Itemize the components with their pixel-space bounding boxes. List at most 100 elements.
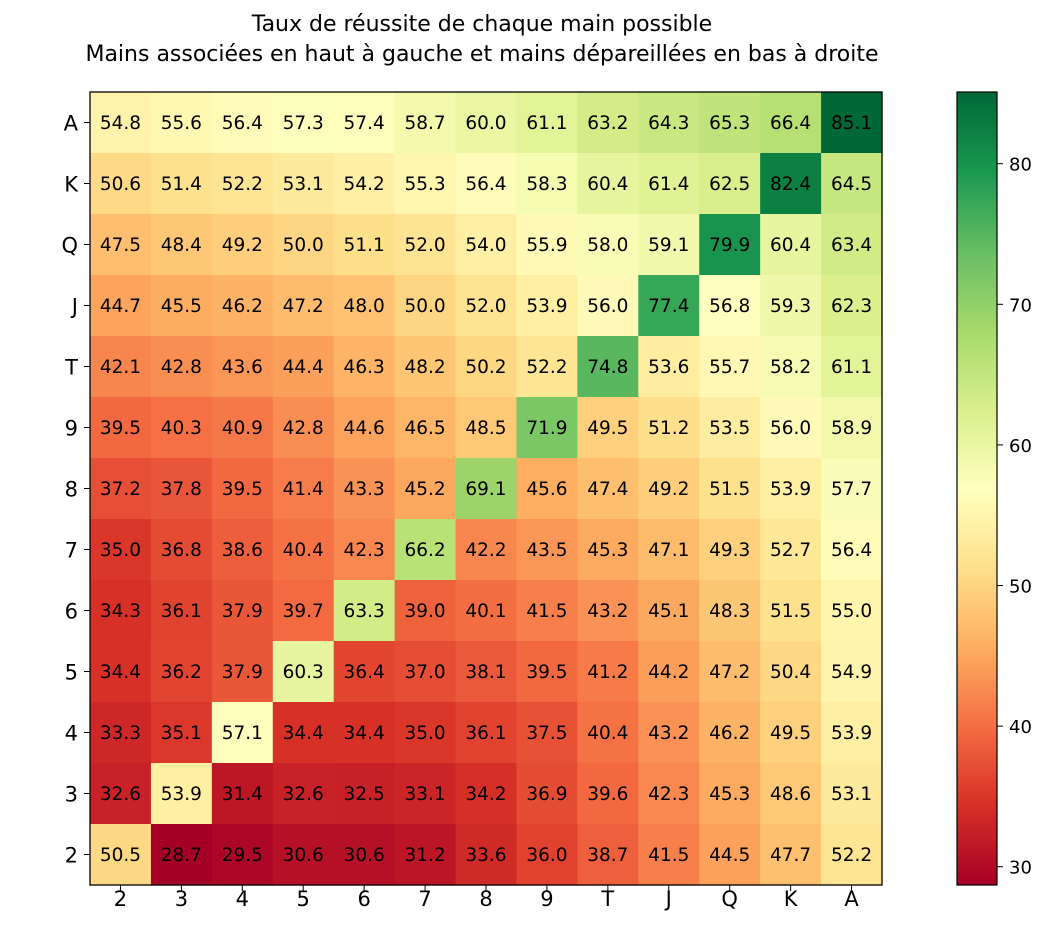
x-tick-label: 3 <box>175 887 188 911</box>
y-tick-label: 7 <box>65 539 78 563</box>
cell-value-2-2: 50.5 <box>100 845 141 866</box>
cell-value-J-7: 50.0 <box>404 296 445 317</box>
heatmap-cell-J-5 <box>272 275 335 337</box>
heatmap-cell-6-2 <box>90 580 152 642</box>
heatmap-cell-7-2 <box>90 519 152 581</box>
cell-value-2-9: 36.0 <box>526 845 567 866</box>
cell-value-K-6: 54.2 <box>344 174 385 195</box>
cell-value-7-2: 35.0 <box>100 540 141 561</box>
heatmap-cell-6-6 <box>333 580 396 642</box>
cell-value-7-Q: 49.3 <box>709 540 750 561</box>
cell-value-6-4: 37.9 <box>222 601 263 622</box>
cell-value-3-9: 36.9 <box>526 784 567 805</box>
cell-value-K-J: 61.4 <box>648 174 689 195</box>
heatmap-cell-7-6 <box>333 519 396 581</box>
cell-value-4-4: 57.1 <box>222 723 263 744</box>
cell-value-J-Q: 56.8 <box>709 296 750 317</box>
heatmap-cell-4-5 <box>272 702 335 764</box>
heatmap-cell-3-2 <box>90 763 152 825</box>
y-tick-label: T <box>64 356 78 380</box>
heatmap-cell-3-T <box>577 763 639 825</box>
cell-value-J-T: 56.0 <box>587 296 628 317</box>
cell-value-2-8: 33.6 <box>465 845 506 866</box>
heatmap-cell-J-3 <box>150 275 213 337</box>
cell-value-6-7: 39.0 <box>404 601 445 622</box>
cell-value-2-5: 30.6 <box>283 845 324 866</box>
cell-value-3-7: 33.1 <box>404 784 445 805</box>
cell-value-3-Q: 45.3 <box>709 784 750 805</box>
heatmap-cell-6-K <box>760 580 822 642</box>
cell-value-8-8: 69.1 <box>465 479 506 500</box>
cell-value-6-T: 43.2 <box>587 601 628 622</box>
cell-value-T-3: 42.8 <box>161 357 202 378</box>
cell-value-J-A: 62.3 <box>831 296 872 317</box>
cell-value-3-6: 32.5 <box>344 784 385 805</box>
cell-value-Q-K: 60.4 <box>770 235 811 256</box>
cell-value-7-7: 66.2 <box>404 540 445 561</box>
cell-value-A-J: 64.3 <box>648 113 689 134</box>
y-tick-label: J <box>70 295 78 319</box>
cell-value-Q-A: 63.4 <box>831 235 872 256</box>
heatmap-cell-9-2 <box>90 397 152 459</box>
heatmap-cell-T-9 <box>516 336 578 398</box>
heatmap-cell-2-4 <box>211 824 274 886</box>
cell-value-5-3: 36.2 <box>161 662 202 683</box>
heatmap-cell-9-4 <box>211 397 274 459</box>
cell-value-A-3: 55.6 <box>161 113 202 134</box>
heatmap-cell-K-5 <box>272 153 335 215</box>
heatmap-cell-A-Q <box>699 92 761 154</box>
heatmap-cell-T-6 <box>333 336 396 398</box>
cell-value-7-5: 40.4 <box>283 540 324 561</box>
cell-value-5-A: 54.9 <box>831 662 872 683</box>
cell-value-2-A: 52.2 <box>831 845 872 866</box>
cell-value-K-T: 60.4 <box>587 174 628 195</box>
heatmap-cell-T-Q <box>699 336 761 398</box>
cell-value-6-8: 40.1 <box>465 601 506 622</box>
heatmap-cell-Q-T <box>577 214 639 276</box>
x-tick-label: A <box>844 887 859 911</box>
cell-value-T-K: 58.2 <box>770 357 811 378</box>
heatmap-cell-Q-5 <box>272 214 335 276</box>
heatmap-cell-K-2 <box>90 153 152 215</box>
cell-value-7-9: 43.5 <box>526 540 567 561</box>
x-tick-label: J <box>664 887 672 911</box>
cell-value-J-2: 44.7 <box>100 296 141 317</box>
cell-value-9-A: 58.9 <box>831 418 872 439</box>
heatmap-cell-7-8 <box>455 519 518 581</box>
x-tick-label: 9 <box>540 887 553 911</box>
heatmap-cell-A-J <box>638 92 700 154</box>
cell-value-Q-5: 50.0 <box>283 235 324 256</box>
cell-value-9-Q: 53.5 <box>709 418 750 439</box>
cell-value-A-2: 54.8 <box>100 113 141 134</box>
y-tick-label: 6 <box>65 600 78 624</box>
heatmap-cell-Q-7 <box>394 214 457 276</box>
cell-value-A-Q: 65.3 <box>709 113 750 134</box>
heatmap-cell-9-3 <box>150 397 213 459</box>
heatmap-cell-9-8 <box>455 397 518 459</box>
colorbar-ticks: 30 40 50 60 70 80 <box>997 155 1032 879</box>
heatmap-cell-3-5 <box>272 763 335 825</box>
cell-value-5-8: 38.1 <box>465 662 506 683</box>
heatmap-cell-K-K <box>760 153 822 215</box>
cell-value-2-T: 38.7 <box>587 845 628 866</box>
heatmap-cell-J-T <box>577 275 639 337</box>
cell-value-2-K: 47.7 <box>770 845 811 866</box>
heatmap-cell-6-Q <box>699 580 761 642</box>
cell-value-T-4: 43.6 <box>222 357 263 378</box>
cell-value-K-4: 52.2 <box>222 174 263 195</box>
x-tick-label: 2 <box>114 887 127 911</box>
cell-value-8-4: 39.5 <box>222 479 263 500</box>
cell-value-6-Q: 48.3 <box>709 601 750 622</box>
cell-value-2-J: 41.5 <box>648 845 689 866</box>
cell-value-2-Q: 44.5 <box>709 845 750 866</box>
cell-value-4-Q: 46.2 <box>709 723 750 744</box>
cell-value-3-3: 53.9 <box>161 784 202 805</box>
heatmap-cell-A-9 <box>516 92 578 154</box>
cell-value-Q-2: 47.5 <box>100 235 141 256</box>
cell-value-2-4: 29.5 <box>222 845 263 866</box>
heatmap-cell-A-T <box>577 92 639 154</box>
heatmap-cell-8-Q <box>699 458 761 520</box>
cell-value-3-T: 39.6 <box>587 784 628 805</box>
heatmap-cell-4-2 <box>90 702 152 764</box>
heatmap-cell-8-5 <box>272 458 335 520</box>
